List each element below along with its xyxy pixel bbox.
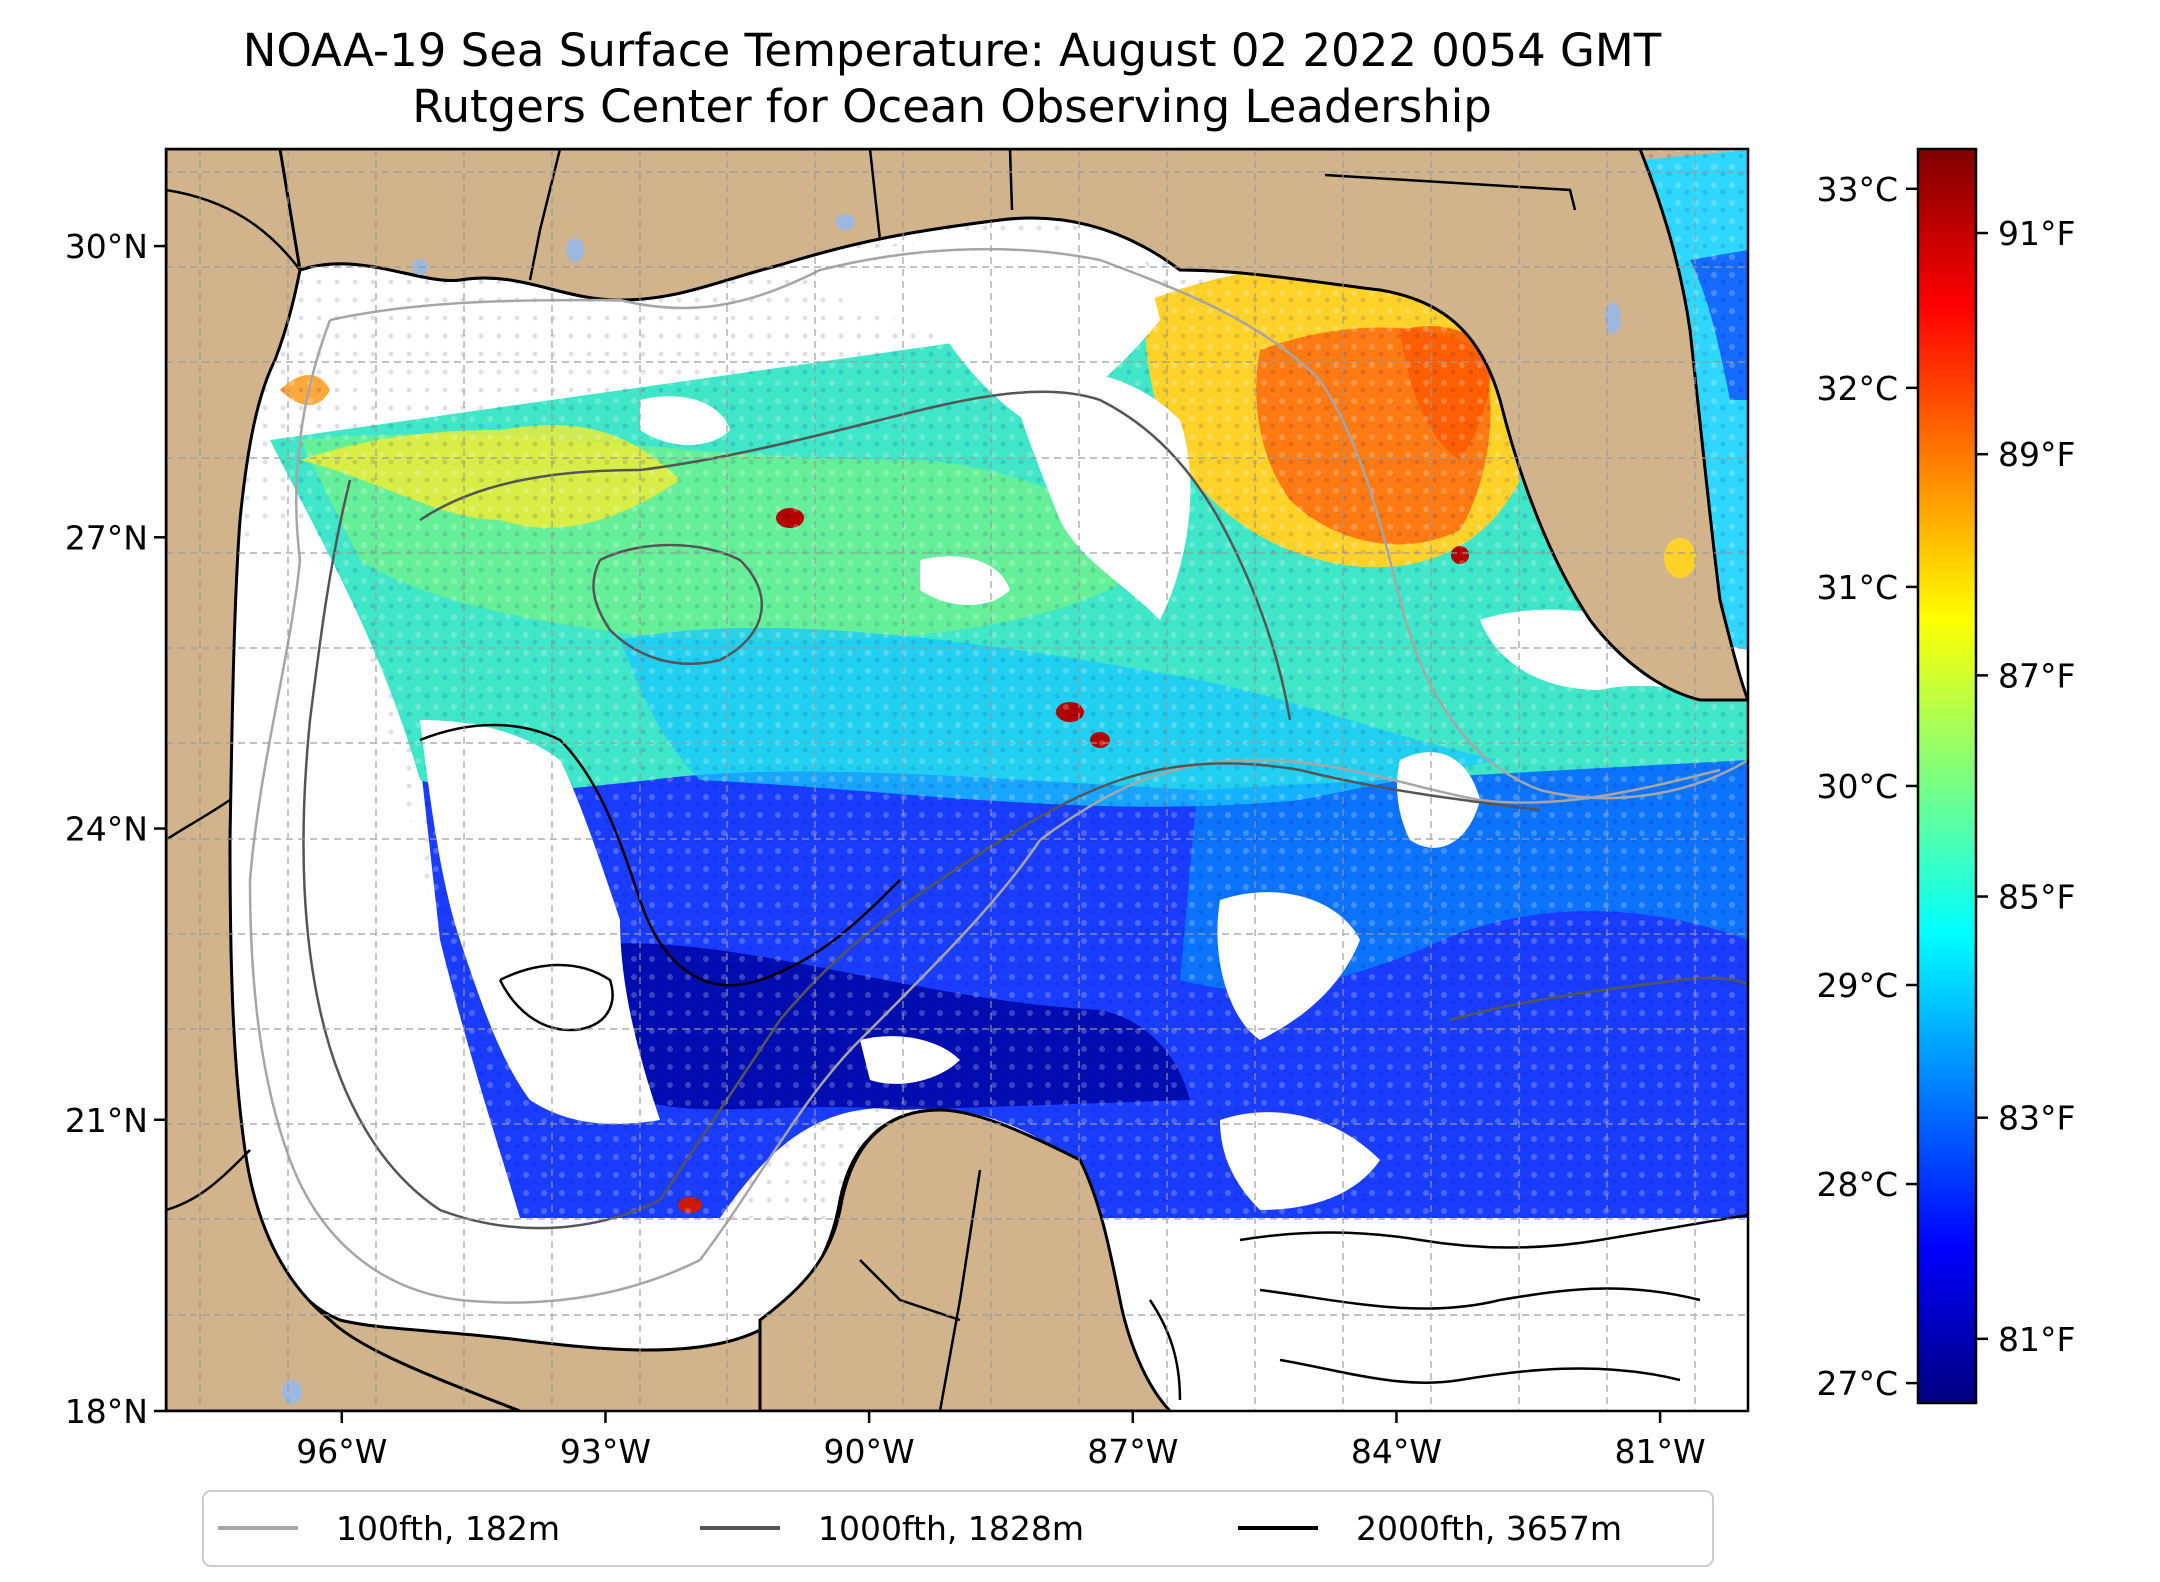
latitude-axis: 30°N 27°N 24°N 21°N 18°N (65, 227, 166, 1431)
lon-tick-label: 87°W (1087, 1432, 1178, 1471)
lon-tick-label: 90°W (824, 1432, 915, 1471)
celsius-tick-label: 32°C (1816, 369, 1898, 408)
fahrenheit-tick-label: 91°F (1998, 214, 2075, 253)
political-borders (166, 149, 1577, 1411)
lat-tick-label: 18°N (65, 1392, 148, 1431)
lat-tick-label: 27°N (65, 518, 148, 557)
lake (835, 214, 855, 230)
lat-tick-label: 30°N (65, 227, 148, 266)
fahrenheit-tick-label: 89°F (1998, 435, 2075, 474)
mexico-land (166, 149, 521, 1411)
colorbar-fahrenheit-axis: 91°F 89°F 87°F 85°F 83°F 81°F (1976, 214, 2075, 1359)
chart-subtitle: Rutgers Center for Ocean Observing Leade… (412, 80, 1492, 133)
contour-2000fth (419, 723, 1748, 1401)
map-area (166, 149, 1748, 1411)
map-frame (164, 147, 1750, 1413)
lon-tick-label: 84°W (1351, 1432, 1442, 1471)
no-data-region (1100, 1218, 1748, 1411)
celsius-tick-label: 30°C (1816, 767, 1898, 806)
lat-tick-label: 24°N (65, 810, 148, 849)
fahrenheit-tick-label: 81°F (1998, 1320, 2075, 1359)
lon-tick-label: 81°W (1615, 1432, 1706, 1471)
legend: 100fth, 182m 1000fth, 1828m 2000fth, 365… (202, 1490, 1714, 1567)
contour-100fth (248, 247, 1748, 1304)
celsius-tick-label: 31°C (1816, 568, 1898, 607)
legend-label-1: 1000fth, 1828m (818, 1509, 1084, 1548)
legend-label-0: 100fth, 182m (336, 1509, 560, 1548)
lake (282, 1380, 302, 1404)
lake (566, 238, 584, 262)
celsius-tick-label: 29°C (1816, 966, 1898, 1005)
celsius-tick-label: 33°C (1816, 170, 1898, 209)
sst-field (166, 149, 1748, 1219)
lat-tick-label: 21°N (65, 1101, 148, 1140)
colorbar-celsius-axis: 33°C 32°C 31°C 30°C 29°C 28°C 27°C (1816, 170, 1918, 1403)
no-data-region (520, 1218, 770, 1298)
colorbar-gradient (1916, 147, 1978, 1405)
fahrenheit-tick-label: 85°F (1998, 878, 2075, 917)
gridlines (166, 149, 1748, 1411)
fahrenheit-tick-label: 83°F (1998, 1099, 2075, 1138)
legend-box (202, 1490, 1714, 1567)
lake (1664, 538, 1696, 578)
lon-tick-label: 93°W (560, 1432, 651, 1471)
contour-1000fth (302, 390, 1748, 1230)
fahrenheit-tick-label: 87°F (1998, 656, 2075, 695)
legend-label-2: 2000fth, 3657m (1356, 1509, 1622, 1548)
chart-title: NOAA-19 Sea Surface Temperature: August … (243, 24, 1662, 77)
lake (1605, 302, 1621, 334)
celsius-tick-label: 27°C (1816, 1364, 1898, 1403)
bathymetry-contours (248, 247, 1748, 1401)
colorbar: 33°C 32°C 31°C 30°C 29°C 28°C 27°C 91°F 89°F 87°… (1816, 147, 2075, 1405)
lon-tick-label: 96°W (296, 1432, 387, 1471)
longitude-axis: 96°W 93°W 90°W 87°W 84°W 81°W (296, 1411, 1706, 1471)
celsius-tick-label: 28°C (1816, 1165, 1898, 1204)
